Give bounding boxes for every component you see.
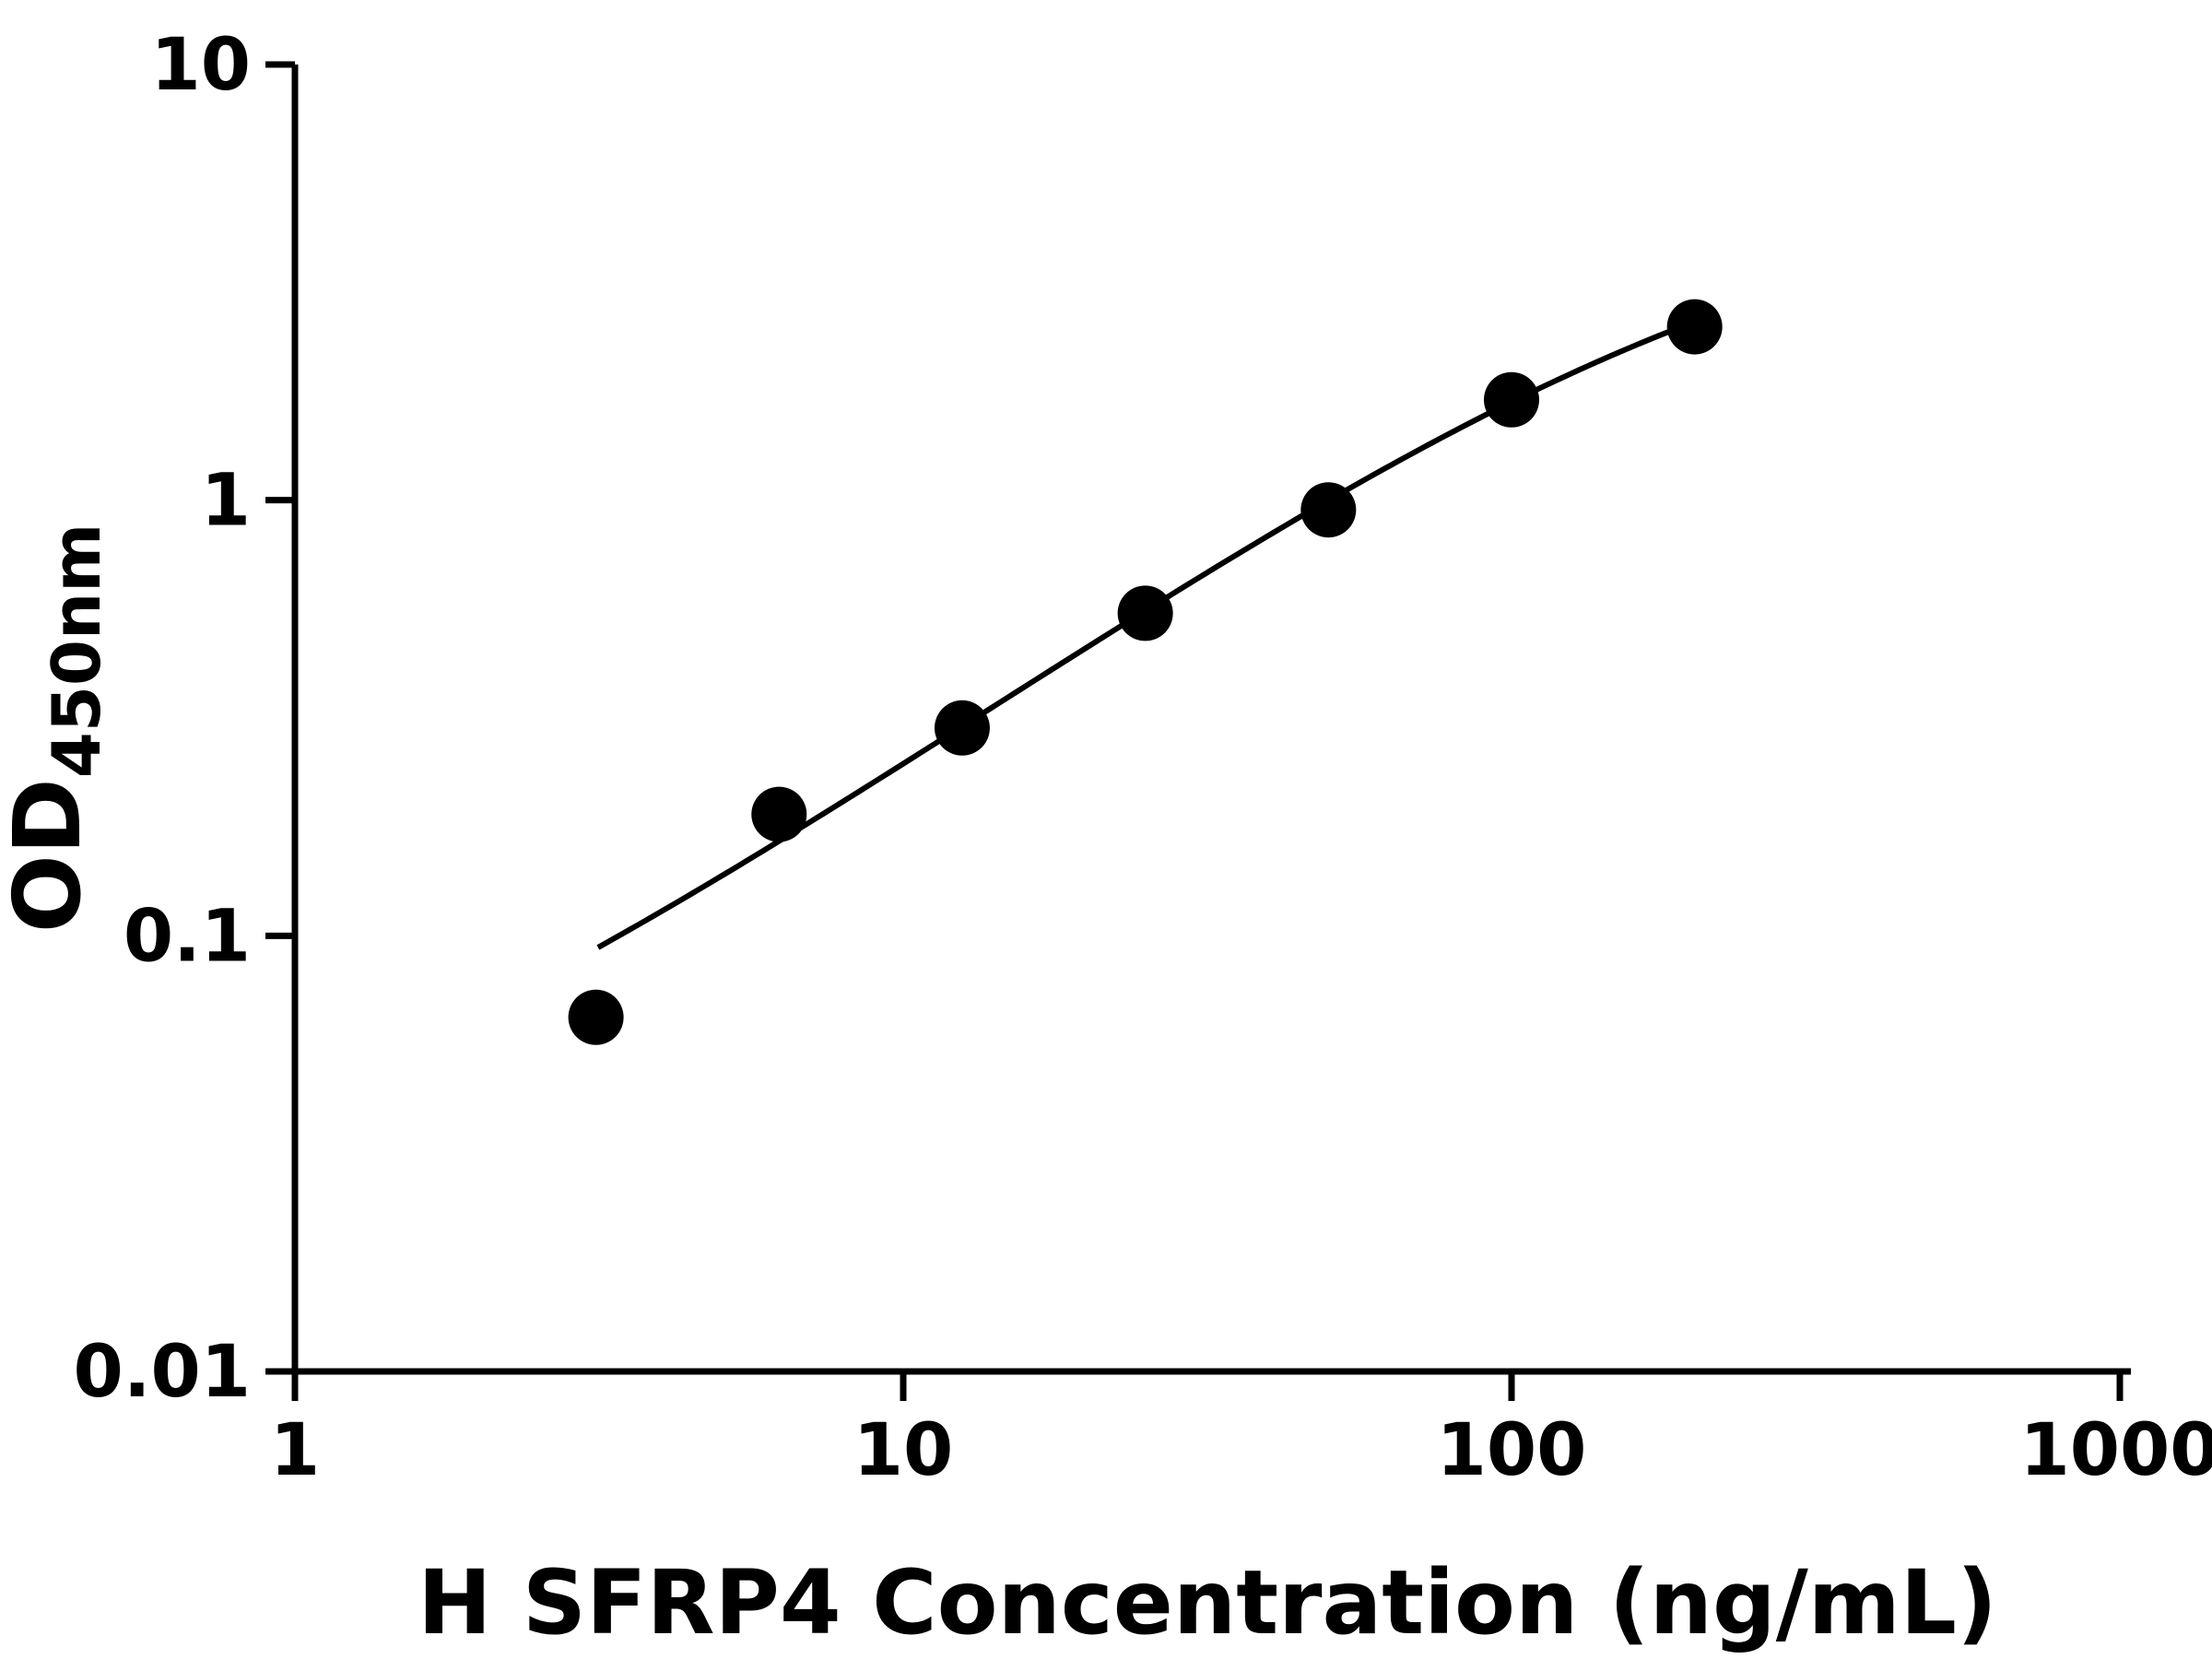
y-axis-title-subscript: 450nm [38,524,115,779]
data-points [568,299,1723,1045]
data-point [751,786,807,842]
data-point [1484,371,1539,428]
y-axis-title: OD450nm [0,524,115,934]
y-tick-label: 0.01 [74,1331,251,1414]
axis-lines [291,65,2131,1375]
tick-marks [265,61,2124,1401]
y-tick-label: 0.1 [124,895,251,978]
x-tick-label: 1000 [2019,1409,2212,1492]
x-tick-label: 1 [270,1409,320,1492]
x-tick-label: 100 [1437,1409,1587,1492]
y-tick-label: 10 [150,24,251,107]
axes [291,65,2131,1375]
data-point [568,989,624,1045]
y-axis-title-main: OD [0,778,101,933]
data-point [934,700,990,756]
y-tick-label: 1 [201,460,251,543]
tick-labels: 1 10 100 1000 0.01 0.1 1 10 [74,24,2212,1492]
data-point [1300,482,1357,538]
data-point [1117,585,1173,641]
x-axis-title: H SFRP4 Concentration (ng/mL) [418,1551,1997,1654]
svg-text:OD450nm: OD450nm [0,524,115,934]
x-tick-label: 10 [853,1409,954,1492]
data-point [1666,299,1723,355]
